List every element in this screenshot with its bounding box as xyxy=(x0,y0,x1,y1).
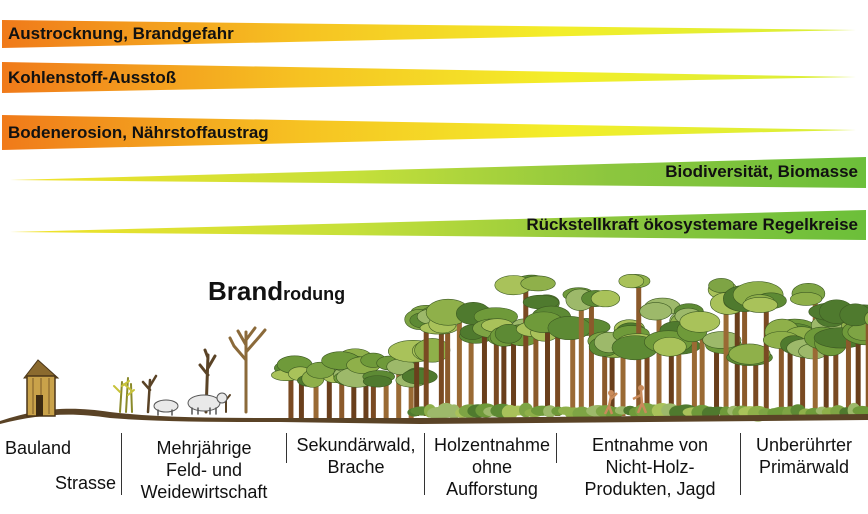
wedge-bodenerosion xyxy=(2,115,856,150)
hut-icon xyxy=(22,359,60,417)
stage-holz-line-3: Aufforstung xyxy=(446,479,538,499)
farm-scene-icon xyxy=(113,326,267,416)
stage-sekundaer-line-2: Brache xyxy=(327,457,385,477)
stage-primaer-line-2: Primärwald xyxy=(758,457,850,477)
wedge-austrocknung xyxy=(2,20,856,48)
stage-nichtholz-line-2: Nicht-Holz- xyxy=(605,457,695,477)
stage-sekundaer-line-1: Sekundärwald, xyxy=(296,435,416,455)
bar-label-austrocknung: Austrocknung, Brandgefahr xyxy=(8,24,234,43)
bar-label-kohlenstoff: Kohlenstoff-Ausstoß xyxy=(8,68,177,87)
stage-feld: Mehrjährige Feld- und Weidewirtschaft xyxy=(124,437,284,503)
stage-holzentnahme: Holzentnahme ohne Aufforstung xyxy=(425,434,559,500)
forest-trees xyxy=(271,274,868,422)
wedge-rueckstellkraft xyxy=(10,210,866,240)
separator-1 xyxy=(121,433,122,495)
ground-line xyxy=(0,408,868,424)
stage-feld-line-1: Mehrjährige xyxy=(156,438,252,458)
stage-strasse: Strasse xyxy=(55,473,117,493)
bar-label-biodiversitaet: Biodiversität, Biomasse xyxy=(665,162,858,181)
separator-4 xyxy=(556,433,557,463)
brandrodung-title-rest: rodung xyxy=(283,284,346,304)
stage-holz-line-1: Holzentnahme xyxy=(433,435,551,455)
brandrodung-title: Brandrodung xyxy=(208,276,345,307)
stage-primaerwald: Unberührter Primärwald xyxy=(742,434,866,478)
brandrodung-title-strong: Brand xyxy=(208,276,284,306)
separator-2 xyxy=(286,433,287,463)
stage-primaer-line-1: Unberührter xyxy=(755,435,853,455)
wedge-biodiversitaet xyxy=(10,157,866,188)
people-icon xyxy=(603,385,648,415)
bar-label-bodenerosion: Bodenerosion, Nährstoffaustrag xyxy=(8,123,269,142)
stage-bauland: Bauland xyxy=(5,438,72,458)
stage-nichtholz: Entnahme von Nicht-Holz- Produkten, Jagd xyxy=(560,434,740,500)
stage-holz-line-2: ohne xyxy=(471,457,513,477)
gradient-wedges xyxy=(2,20,866,240)
stage-feld-line-3: Weidewirtschaft xyxy=(140,482,268,502)
stage-nichtholz-line-1: Entnahme von xyxy=(591,435,709,455)
stage-feld-line-2: Feld- und xyxy=(165,460,243,480)
landscape-illustration xyxy=(0,274,868,424)
separator-3 xyxy=(424,433,425,495)
bar-label-rueckstellkraft: Rückstellkraft ökosystemare Regelkreise xyxy=(526,215,858,234)
stage-nichtholz-line-3: Produkten, Jagd xyxy=(584,479,716,499)
separator-5 xyxy=(740,433,741,495)
stage-sekundaerwald: Sekundärwald, Brache xyxy=(288,434,424,478)
wedge-kohlenstoff xyxy=(2,62,856,93)
